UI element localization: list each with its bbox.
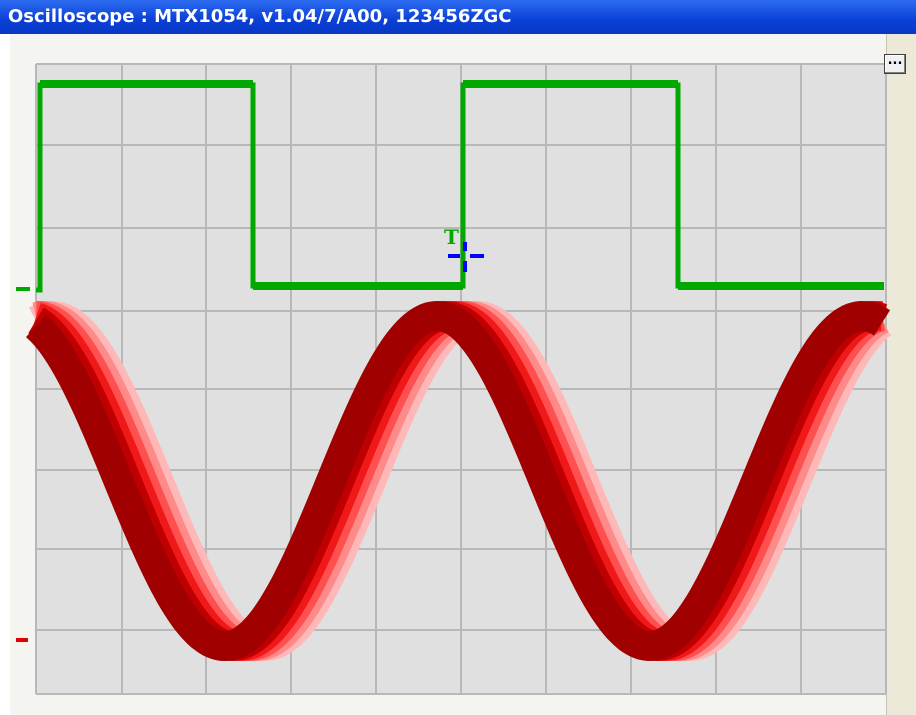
channel-2-ground-marker bbox=[16, 638, 28, 642]
sine-persistence-trace bbox=[25, 300, 891, 662]
ellipsis-icon: ... bbox=[887, 53, 903, 68]
channel-1-ground-marker bbox=[16, 287, 30, 291]
channel-2-trace bbox=[25, 300, 892, 662]
channel-1-plateau bbox=[463, 80, 678, 88]
options-menu-button[interactable]: ... bbox=[884, 54, 906, 74]
scope-display[interactable]: T bbox=[0, 34, 916, 715]
window-title[interactable]: Oscilloscope : MTX1054, v1.04/7/A00, 123… bbox=[0, 0, 916, 34]
left-border bbox=[0, 34, 10, 715]
right-panel bbox=[886, 34, 916, 715]
trigger-cursor-icon bbox=[448, 242, 484, 272]
channel-1-plateau bbox=[678, 282, 884, 290]
trigger-label: T bbox=[444, 225, 459, 249]
channel-1-plateau bbox=[40, 80, 253, 88]
channel-1-plateau bbox=[253, 282, 463, 290]
